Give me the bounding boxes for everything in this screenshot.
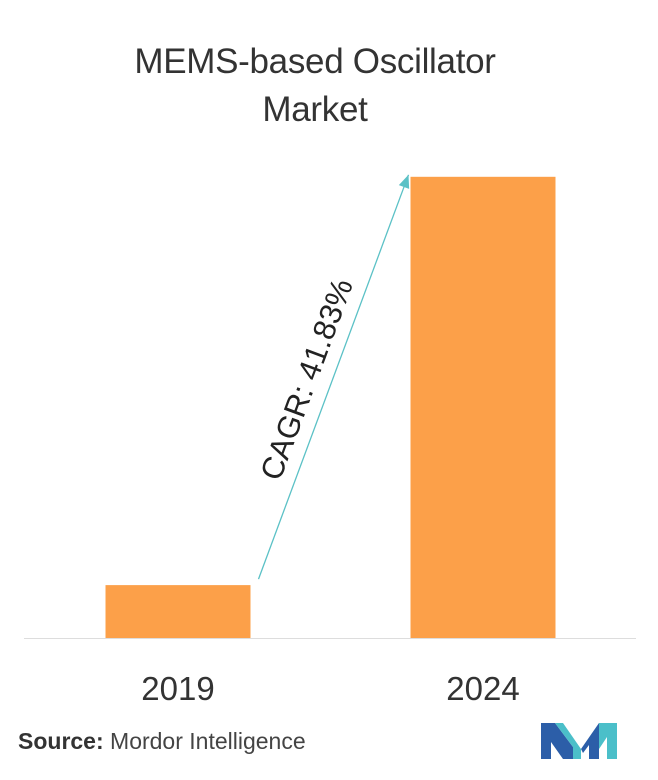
bar-2024 xyxy=(410,176,556,638)
bar-chart: 2019 2024 CAGR: 41.83% xyxy=(24,174,636,707)
chart-title: MEMS-based Oscillator Market xyxy=(0,38,630,134)
cagr-annotation: CAGR: 41.83% xyxy=(253,274,360,485)
source-text: Mordor Intelligence xyxy=(110,728,306,754)
mordor-intelligence-logo-icon xyxy=(541,723,617,759)
bar-2019 xyxy=(105,585,251,638)
source-label: Source: xyxy=(18,728,104,754)
chart-title-line-2: Market xyxy=(262,90,368,129)
chart-title-line-1: MEMS-based Oscillator xyxy=(134,42,496,81)
x-tick-label-2024: 2024 xyxy=(446,670,519,707)
source-note: Source: Mordor Intelligence xyxy=(18,728,306,755)
cagr-arrow-line xyxy=(257,174,410,580)
x-tick-label-2019: 2019 xyxy=(141,670,214,707)
cagr-arrow-head xyxy=(398,174,410,189)
